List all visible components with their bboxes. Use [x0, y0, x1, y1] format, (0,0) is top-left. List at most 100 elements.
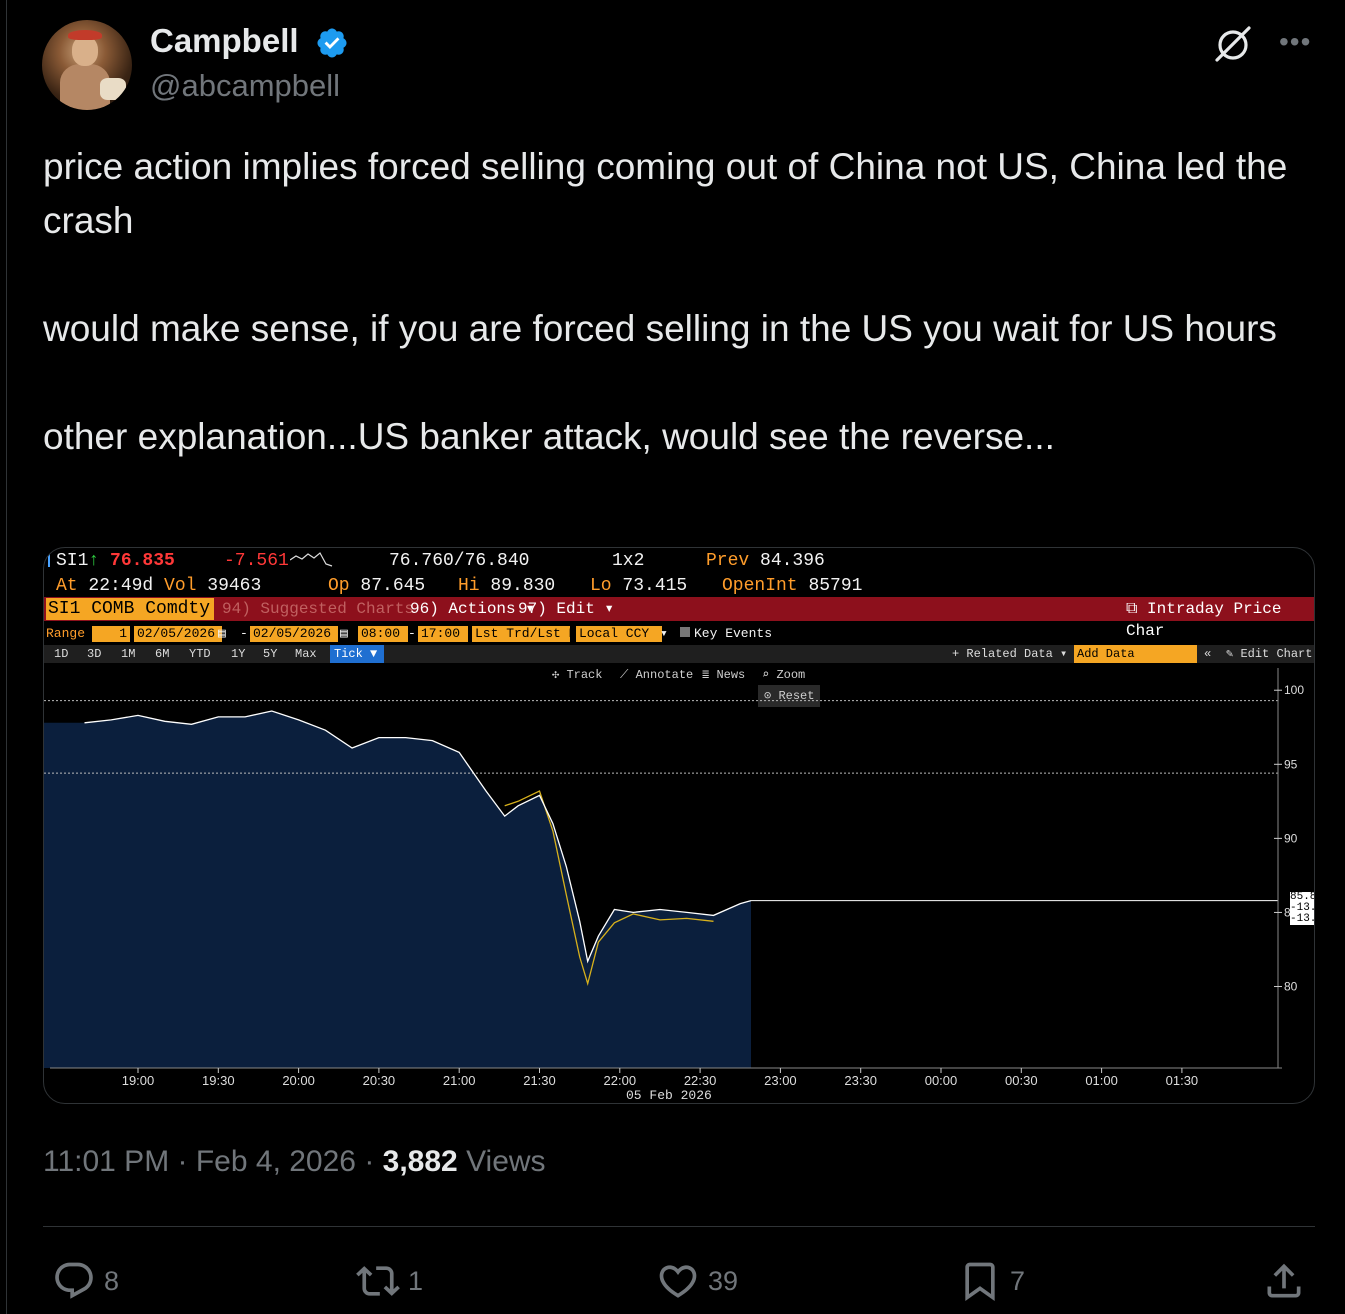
repost-count: 1: [408, 1265, 424, 1296]
y-tick-label: 95: [1284, 757, 1298, 771]
bookmark-icon: [965, 1262, 995, 1302]
calendar-icon[interactable]: ▤: [340, 626, 348, 641]
share-button[interactable]: [1262, 1258, 1314, 1304]
range-3d[interactable]: 3D: [87, 647, 102, 661]
chevron-down-icon[interactable]: ▾: [660, 626, 668, 641]
op-value: 87.645: [360, 576, 426, 596]
y-tick-label: 100: [1284, 683, 1304, 697]
x-tick-label: 22:30: [684, 1073, 717, 1088]
field-selector[interactable]: Lst Trd/Lst P:: [472, 626, 570, 642]
date-from-field[interactable]: 02/05/2026: [134, 626, 222, 642]
prev-label: Prev: [706, 551, 750, 571]
bid-ask-size: 1x2: [612, 551, 645, 571]
menu-bar: [44, 597, 1314, 621]
x-tick-label: 19:00: [122, 1073, 155, 1088]
bookmark-button[interactable]: 7: [958, 1258, 1025, 1304]
at-label: At: [56, 576, 78, 596]
range-1d[interactable]: 1D: [54, 647, 69, 661]
collapse-icon[interactable]: «: [1204, 647, 1212, 661]
last-price: 76.835: [110, 551, 175, 571]
reset-button[interactable]: ⊙ Reset: [758, 685, 821, 707]
price-area: [44, 711, 751, 1068]
menu-actions[interactable]: 96) Actions ▾: [410, 600, 535, 618]
hi-label: Hi: [458, 576, 480, 596]
x-tick-label: 21:30: [523, 1073, 556, 1088]
key-events-toggle[interactable]: Key Events: [680, 625, 772, 643]
hi-value: 89.830: [490, 576, 556, 596]
menu-edit[interactable]: 97) Edit ▾: [518, 600, 615, 618]
news-tool[interactable]: ≣ News: [702, 668, 746, 682]
grok-icon[interactable]: [1213, 24, 1253, 64]
sparkline-icon: [290, 552, 333, 567]
price-chart[interactable]: 8085909510019:0019:3020:0020:3021:0021:3…: [44, 548, 1314, 1103]
x-tick-label: 00:00: [925, 1073, 958, 1088]
at-value: 22:49d: [88, 576, 154, 596]
bid-ask: 76.760/76.840: [389, 551, 530, 571]
tweet-meta: 11:01 PM · Feb 4, 2026 · 3,882 Views: [43, 1145, 546, 1178]
repost-icon: [356, 1266, 400, 1296]
author-name[interactable]: Campbell: [150, 22, 299, 59]
price-series-line: [84, 710, 752, 964]
zoom-tool[interactable]: ⌕ Zoom: [762, 668, 806, 682]
track-tool[interactable]: ✣ Track: [552, 668, 603, 682]
divider: [43, 1226, 1315, 1227]
share-icon: [1267, 1263, 1301, 1298]
edit-chart-button[interactable]: ✎ Edit Chart: [1226, 647, 1313, 661]
range-6m[interactable]: 6M: [155, 647, 170, 661]
range-5y[interactable]: 5Y: [263, 647, 278, 661]
security-field[interactable]: SI1 COMB Comdty: [46, 598, 214, 620]
like-button[interactable]: 39: [656, 1258, 738, 1304]
date-to-field[interactable]: 02/05/2026: [250, 626, 338, 642]
date-dash: -: [240, 626, 248, 641]
x-tick-label: 20:00: [282, 1073, 315, 1088]
reply-button[interactable]: 8: [52, 1258, 119, 1304]
ticker: SI1: [56, 551, 89, 571]
lo-value: 73.415: [622, 576, 688, 596]
bookmark-count: 7: [1010, 1265, 1026, 1296]
range-ytd[interactable]: YTD: [189, 647, 211, 661]
openint-label: OpenInt: [722, 576, 798, 596]
range-1m[interactable]: 1M: [121, 647, 136, 661]
like-count: 39: [708, 1265, 739, 1296]
x-tick-label: 23:30: [844, 1073, 877, 1088]
tweet-paragraph: other explanation...US banker attack, wo…: [43, 416, 1055, 457]
related-data-menu[interactable]: + Related Data ▾: [952, 647, 1068, 661]
annotate-tool[interactable]: ⟋ Annotate: [620, 668, 694, 682]
intraday-title[interactable]: ⧉ Intraday Price Char: [1126, 600, 1282, 640]
time-from-field[interactable]: 08:00: [358, 626, 408, 642]
time-to-field[interactable]: 17:00: [418, 626, 468, 642]
x-tick-label: 21:00: [443, 1073, 476, 1088]
reply-icon: [55, 1262, 93, 1299]
more-options-icon[interactable]: •••: [1279, 26, 1312, 57]
repost-button[interactable]: 1: [356, 1258, 423, 1304]
tweet-paragraph: price action implies forced selling comi…: [43, 146, 1288, 241]
range-max[interactable]: Max: [295, 647, 317, 661]
attached-chart-image[interactable]: SI1↑ 76.835 -7.561 76.760/76.840 1x2 Pre…: [43, 547, 1315, 1104]
timeline-border: [6, 0, 7, 1314]
overlay-series-line: [504, 790, 714, 987]
op-label: Op: [328, 576, 350, 596]
range-count[interactable]: 1: [92, 626, 130, 642]
x-tick-label: 20:30: [363, 1073, 396, 1088]
menu-suggested-charts[interactable]: 94) Suggested Charts: [222, 600, 415, 618]
prev-value: 84.396: [760, 551, 825, 571]
x-tick-label: 23:00: [764, 1073, 797, 1088]
chart-date-label: 05 Feb 2026: [626, 1088, 712, 1103]
add-data-field[interactable]: Add Data: [1074, 645, 1197, 663]
x-tick-label: 19:30: [202, 1073, 235, 1088]
tweet-time[interactable]: 11:01 PM: [43, 1145, 170, 1178]
range-label: Range: [46, 626, 86, 641]
author-handle[interactable]: @abcampbell: [150, 68, 341, 103]
views-label: Views: [457, 1145, 546, 1178]
range-1y[interactable]: 1Y: [231, 647, 246, 661]
tick-selector[interactable]: Tick ▼: [330, 645, 384, 663]
calendar-icon[interactable]: ▤: [218, 626, 226, 641]
last-value-tag: 85.8-13.2-13.3: [1290, 892, 1314, 925]
avatar[interactable]: [42, 20, 132, 110]
tweet-date[interactable]: Feb 4, 2026: [195, 1145, 356, 1178]
currency-selector[interactable]: Local CCY: [576, 626, 662, 642]
heart-icon: [659, 1265, 697, 1298]
y-tick-label: 90: [1284, 831, 1298, 845]
vol-value: 39463: [207, 576, 262, 596]
verified-badge-icon: [317, 28, 347, 58]
